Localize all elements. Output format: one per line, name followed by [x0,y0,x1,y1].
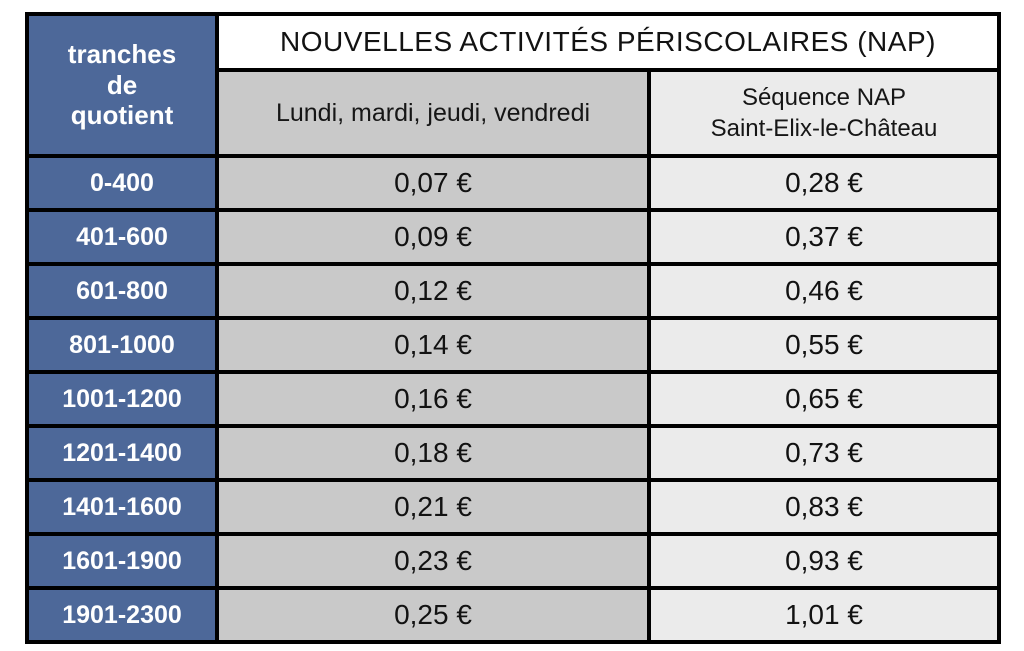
tranche-label: 0-400 [25,154,219,212]
table-title: NOUVELLES ACTIVITÉS PÉRISCOLAIRES (NAP) [215,12,1001,72]
table-row: 1601-1900 0,23 € 0,93 € [25,532,1001,590]
sequence-price: 1,01 € [647,586,1001,644]
sequence-price: 0,55 € [647,316,1001,374]
days-price: 0,09 € [215,208,651,266]
sequence-price: 0,65 € [647,370,1001,428]
sequence-price: 0,83 € [647,478,1001,536]
column-header-days: Lundi, mardi, jeudi, vendredi [215,68,651,158]
corner-header-tranches-de-quotient: tranches de quotient [25,12,219,158]
column-header-sequence-nap: Séquence NAP Saint-Elix-le-Château [647,68,1001,158]
table-row: 1401-1600 0,21 € 0,83 € [25,478,1001,536]
sequence-price: 0,46 € [647,262,1001,320]
days-price: 0,14 € [215,316,651,374]
table-row: 1901-2300 0,25 € 1,01 € [25,586,1001,644]
tranche-label: 1401-1600 [25,478,219,536]
tranche-label: 401-600 [25,208,219,266]
tranche-label: 1901-2300 [25,586,219,644]
tranche-label: 601-800 [25,262,219,320]
sequence-price: 0,73 € [647,424,1001,482]
days-price: 0,23 € [215,532,651,590]
table-row: 0-400 0,07 € 0,28 € [25,154,1001,212]
table-row: 1001-1200 0,16 € 0,65 € [25,370,1001,428]
sequence-price: 0,28 € [647,154,1001,212]
days-price: 0,07 € [215,154,651,212]
days-price: 0,18 € [215,424,651,482]
days-price: 0,25 € [215,586,651,644]
table-row: 401-600 0,09 € 0,37 € [25,208,1001,266]
days-price: 0,21 € [215,478,651,536]
nap-pricing-table: tranches de quotient NOUVELLES ACTIVITÉS… [25,12,1001,644]
sequence-price: 0,93 € [647,532,1001,590]
table-row: 1201-1400 0,18 € 0,73 € [25,424,1001,482]
sequence-price: 0,37 € [647,208,1001,266]
days-price: 0,12 € [215,262,651,320]
tranche-label: 1601-1900 [25,532,219,590]
tranche-label: 801-1000 [25,316,219,374]
days-price: 0,16 € [215,370,651,428]
tranche-label: 1201-1400 [25,424,219,482]
tranche-label: 1001-1200 [25,370,219,428]
table-row: 601-800 0,12 € 0,46 € [25,262,1001,320]
table-row: 801-1000 0,14 € 0,55 € [25,316,1001,374]
